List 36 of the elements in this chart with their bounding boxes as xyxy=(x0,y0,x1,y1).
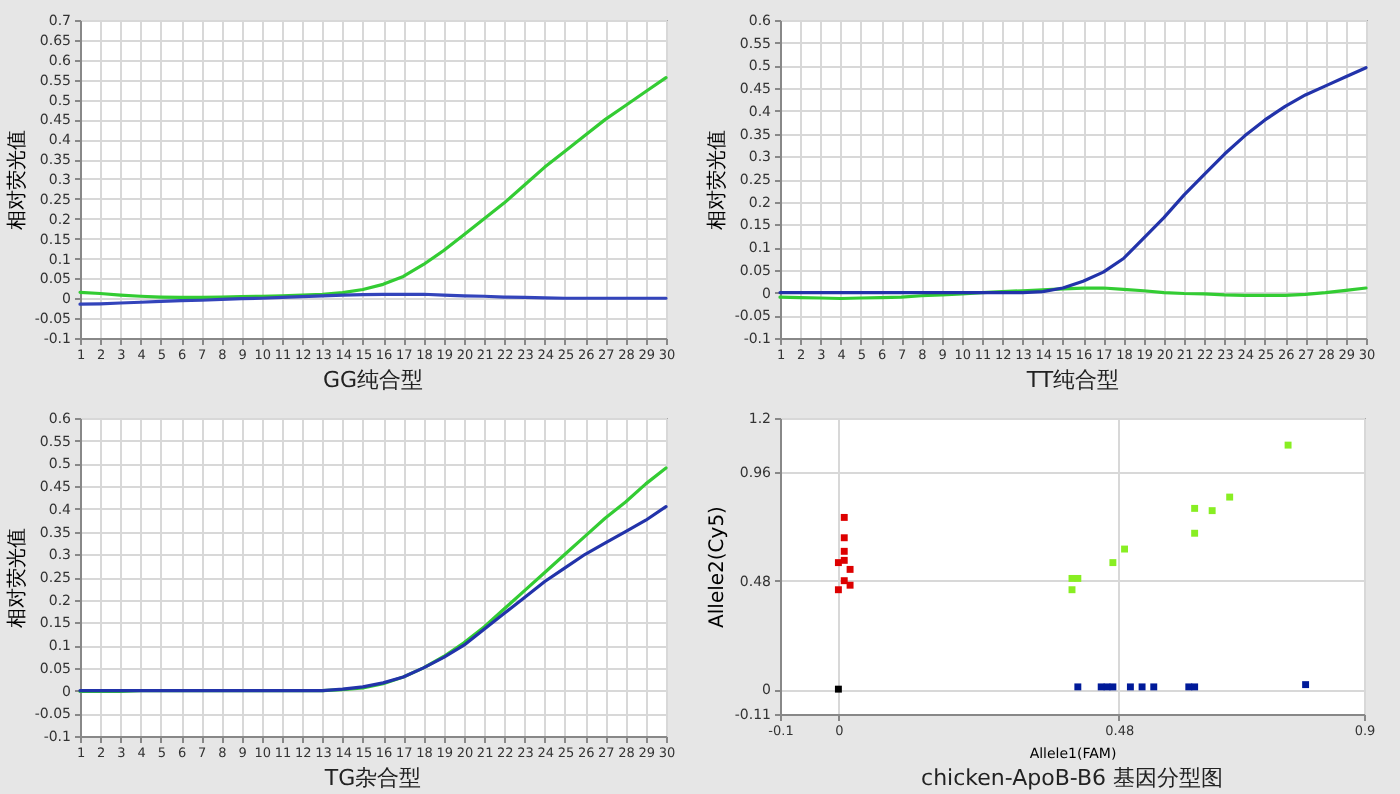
point xyxy=(834,559,842,567)
text: TG杂合型 xyxy=(322,765,422,791)
point xyxy=(840,577,848,585)
point xyxy=(1121,545,1129,553)
point xyxy=(840,534,848,542)
text: TT纯合型 xyxy=(1024,367,1120,393)
point xyxy=(1284,441,1292,449)
point xyxy=(1109,559,1117,567)
point xyxy=(1109,683,1117,691)
point xyxy=(840,547,848,555)
point xyxy=(1208,507,1216,515)
point xyxy=(1150,683,1158,691)
point xyxy=(1138,683,1146,691)
line-series xyxy=(78,76,668,300)
text: chicken-ApoB-B6 基因分型图 xyxy=(921,765,1223,791)
point xyxy=(1126,683,1134,691)
point xyxy=(1191,529,1199,537)
y-axis-title: 相对荧光值 xyxy=(4,130,29,230)
point xyxy=(1191,683,1199,691)
point xyxy=(1074,574,1082,582)
point xyxy=(1226,493,1234,501)
point xyxy=(840,556,848,564)
point xyxy=(840,513,848,521)
point xyxy=(846,565,854,573)
point xyxy=(846,581,854,589)
y-axis-title: 相对荧光值 xyxy=(4,528,29,628)
y-axis-title: Allele2(Cy5) xyxy=(706,505,729,628)
line-series xyxy=(78,504,668,693)
point xyxy=(1074,683,1082,691)
y-axis-title: 相对荧光值 xyxy=(704,130,729,230)
line-series xyxy=(778,66,1368,295)
point xyxy=(1191,504,1199,512)
text: GG纯合型 xyxy=(322,367,424,393)
point xyxy=(834,685,842,693)
point xyxy=(1302,681,1310,689)
point xyxy=(834,586,842,594)
